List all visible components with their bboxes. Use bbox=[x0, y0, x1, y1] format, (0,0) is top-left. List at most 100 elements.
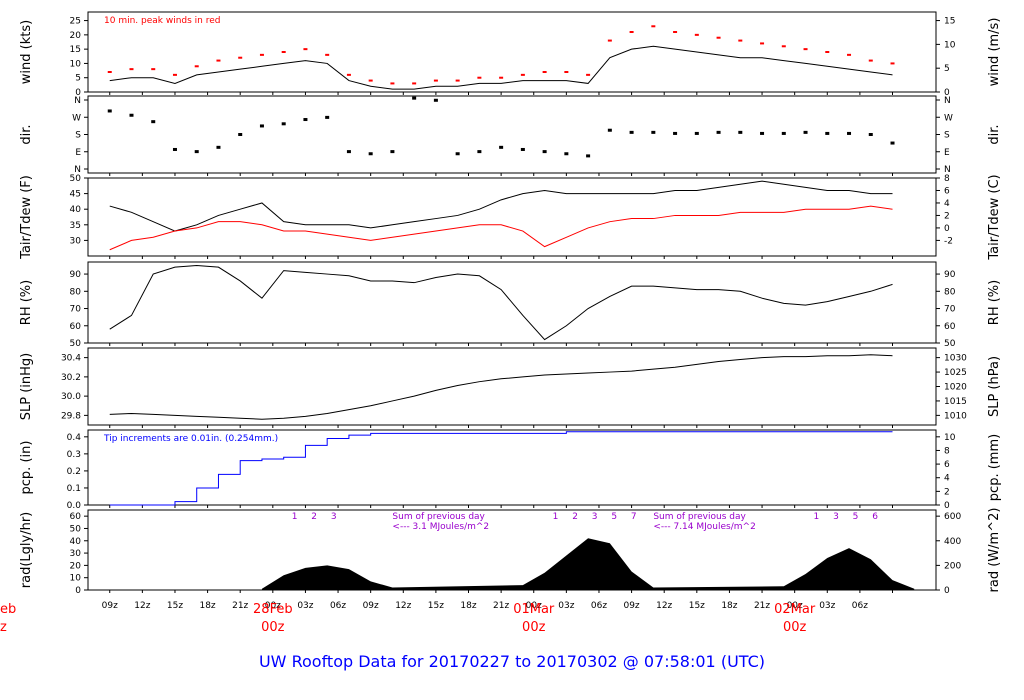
peak-point bbox=[781, 45, 786, 48]
direction-point bbox=[825, 131, 830, 135]
direction-point bbox=[325, 115, 330, 119]
direction-point bbox=[129, 113, 134, 117]
panel-direction: dir. dir.N NW WS SE EN N bbox=[19, 95, 1002, 176]
xtick-label: 09z bbox=[623, 601, 639, 611]
direction-point bbox=[433, 98, 438, 102]
panel-frame bbox=[87, 347, 937, 426]
panel-wind: wind (kts) wind (m/s) 0 5 10 15 20 25 0 5 10 15 10 m… bbox=[19, 11, 1002, 98]
direction-point bbox=[542, 150, 547, 154]
direction-point bbox=[781, 131, 786, 135]
xtick-label: 06z bbox=[330, 601, 346, 611]
direction-point bbox=[629, 130, 634, 134]
ytick-label: 45 bbox=[70, 190, 81, 200]
peak-point bbox=[455, 79, 460, 82]
direction-point bbox=[151, 120, 156, 124]
direction-point bbox=[607, 128, 612, 132]
ytick-label: 60 bbox=[70, 322, 82, 332]
precip-annotation: Tip increments are 0.01in. (0.254mm.) bbox=[103, 434, 278, 444]
peak-point bbox=[760, 42, 765, 45]
wind-annotation: 10 min. peak winds in red bbox=[104, 16, 221, 26]
direction-point bbox=[499, 145, 504, 149]
xtick-label: 21z bbox=[232, 601, 248, 611]
direction-point bbox=[346, 150, 351, 154]
xtick-label: 03z bbox=[558, 601, 574, 611]
ytick-label-right: 0 bbox=[944, 224, 950, 234]
ytick-label-right: 1030 bbox=[944, 354, 967, 364]
temperature-plot bbox=[109, 180, 893, 251]
peak-point bbox=[499, 76, 504, 79]
ytick-label: 0.2 bbox=[67, 467, 81, 477]
direction-point bbox=[477, 150, 482, 154]
ytick-label: 30 bbox=[70, 549, 82, 559]
ytick-label-right: 1025 bbox=[944, 368, 967, 378]
peak-point bbox=[868, 59, 873, 62]
ytick-label-right: 50 bbox=[944, 339, 956, 349]
ytick-label: 50 bbox=[70, 524, 82, 534]
direction-point bbox=[303, 118, 308, 122]
ytick-label-right: 4 bbox=[944, 474, 950, 484]
ylabel-left: dir. bbox=[19, 124, 34, 144]
ytick-label-right: 1020 bbox=[944, 383, 967, 393]
peak-point bbox=[564, 71, 569, 73]
footer-title: UW Rooftop Data for 20170227 to 20170302… bbox=[259, 652, 765, 671]
ytick-label-right: 10 bbox=[944, 40, 956, 50]
edge-date-label: eb bbox=[0, 602, 16, 617]
direction-point bbox=[107, 109, 112, 113]
sun-marker: 3 bbox=[331, 512, 337, 522]
peak-point bbox=[390, 82, 395, 85]
ytick-label: 20 bbox=[70, 31, 82, 41]
panel-frame bbox=[87, 429, 937, 506]
direction-point bbox=[586, 154, 591, 158]
ytick-label-right: 0 bbox=[944, 586, 950, 596]
xtick-label: 12z bbox=[656, 601, 672, 611]
direction-point bbox=[216, 145, 221, 149]
xtick-label: 18z bbox=[199, 601, 215, 611]
wind-plot: 10 min. peak winds in red bbox=[104, 16, 895, 90]
sun-marker: 1 bbox=[814, 512, 820, 522]
radiation-note-sub: <--- 3.1 MJoules/m^2 bbox=[392, 522, 489, 532]
ytick-label-right: W bbox=[944, 113, 953, 123]
wind-line bbox=[109, 45, 893, 90]
direction-point bbox=[194, 150, 199, 154]
ytick-label-right: -2 bbox=[944, 236, 953, 246]
ytick-label: 10 bbox=[70, 574, 82, 584]
direction-point bbox=[716, 130, 721, 134]
ytick-label-right: N bbox=[944, 165, 951, 175]
panel-rh: RH (%) RH (%) 50 60 70 80 90 50 60 70 80 90 bbox=[19, 261, 1002, 349]
sun-marker: 5 bbox=[853, 512, 859, 522]
ytick-label-right: 0 bbox=[944, 88, 950, 98]
pressure-plot bbox=[109, 354, 893, 420]
xtick-label: 06z bbox=[591, 601, 607, 611]
ytick-label-right: 70 bbox=[944, 305, 956, 315]
ytick-label: 30.0 bbox=[61, 392, 81, 402]
ylabel-left: pcp. (in) bbox=[19, 441, 34, 495]
date-label: 02Mar bbox=[774, 602, 816, 617]
ytick-label: 0.1 bbox=[67, 484, 81, 494]
peak-point bbox=[738, 39, 743, 42]
xtick-label: 18z bbox=[460, 601, 476, 611]
ytick-label-right: E bbox=[944, 148, 950, 158]
ytick-label: 30.4 bbox=[61, 354, 81, 364]
xtick-label: 12z bbox=[134, 601, 150, 611]
ylabel-left: Tair/Tdew (F) bbox=[19, 175, 34, 260]
ylabel-left: SLP (inHg) bbox=[19, 353, 34, 421]
ytick-label: 50 bbox=[70, 174, 82, 184]
panel-radiation: rad(Lgly/hr) rad (W/m^2)01020304050600200… bbox=[19, 508, 1002, 596]
radiation-area bbox=[261, 538, 915, 590]
peak-point bbox=[412, 82, 417, 85]
ytick-label: 40 bbox=[70, 205, 82, 215]
ytick-label-right: 8 bbox=[944, 174, 950, 184]
ytick-label: 0.3 bbox=[67, 450, 81, 460]
ytick-label: 30 bbox=[70, 236, 82, 246]
ytick-label: S bbox=[75, 131, 81, 141]
ytick-label: 90 bbox=[70, 270, 82, 280]
ytick-label: 70 bbox=[70, 305, 82, 315]
peak-point bbox=[520, 73, 525, 76]
sun-marker: 1 bbox=[292, 512, 298, 522]
ylabel-left: rad(Lgly/hr) bbox=[19, 512, 34, 588]
ylabel-right: rad (W/m^2) bbox=[987, 508, 1002, 593]
date-sublabel: 00z bbox=[783, 620, 807, 635]
radiation-note: Sum of previous day bbox=[653, 512, 746, 522]
